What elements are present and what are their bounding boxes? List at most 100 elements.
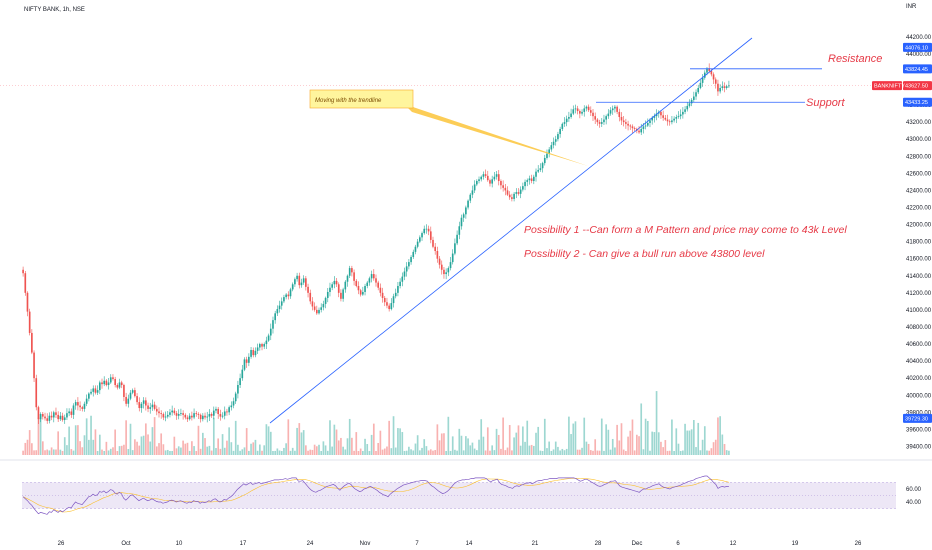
candle-body <box>85 398 88 404</box>
candle-body <box>640 128 643 133</box>
candle-body <box>39 414 42 420</box>
rsi-band <box>22 482 896 509</box>
volume-bar <box>340 437 342 455</box>
candle-body <box>228 407 230 413</box>
price-tick-label: 40000.00 <box>906 393 932 399</box>
volume-bar <box>651 431 654 455</box>
candle-body <box>699 82 702 88</box>
volume-bar <box>252 442 255 455</box>
volume-bar <box>436 424 439 455</box>
volume-bar <box>305 445 307 455</box>
volume-bar <box>475 450 478 455</box>
volume-bar <box>315 446 318 455</box>
candle-body <box>412 251 415 257</box>
volume-bar <box>699 450 702 455</box>
time-tick-label: 7 <box>415 541 419 547</box>
volume-bar <box>682 450 684 455</box>
price-tick-label: 41200.00 <box>906 291 932 297</box>
price-tag <box>903 413 932 423</box>
candle-body <box>668 121 671 123</box>
volume-bar <box>33 450 35 455</box>
volume-bar <box>107 450 110 455</box>
candle-body <box>353 272 355 281</box>
candle-body <box>294 279 296 285</box>
candle-body <box>432 239 434 247</box>
candle-body <box>478 179 480 182</box>
volume-bar <box>70 449 73 455</box>
volume-bar <box>614 447 616 455</box>
volume-bar <box>478 439 480 455</box>
candle-body <box>515 192 518 194</box>
candle-body <box>486 175 489 181</box>
candle-body <box>712 74 715 80</box>
volume-bar <box>48 450 51 455</box>
time-tick-label: 14 <box>466 541 473 547</box>
volume-bar <box>587 443 590 455</box>
price-tag-label: 43824.45 <box>905 67 928 73</box>
volume-bar <box>671 419 673 455</box>
volume-bar <box>269 431 272 455</box>
candle-body <box>497 174 500 182</box>
volume-bar <box>57 431 60 455</box>
candle-body <box>202 415 204 420</box>
volume-bar <box>708 450 711 455</box>
price-tick-label: 44000.00 <box>906 52 932 58</box>
volume-bar <box>526 420 529 455</box>
candle-body <box>651 117 654 121</box>
volume-bar <box>662 447 664 455</box>
volume-bar <box>480 419 483 455</box>
candle-body <box>473 184 476 191</box>
volume-bar <box>677 443 680 455</box>
candle-body <box>197 414 200 415</box>
candle-body <box>125 396 127 404</box>
candle-body <box>383 297 386 303</box>
candle-body <box>92 388 95 392</box>
volume-bar <box>219 448 222 455</box>
candle-body <box>221 415 224 417</box>
volume-bar <box>458 428 461 455</box>
candle-body <box>559 128 561 135</box>
volume-bar <box>668 450 671 455</box>
volume-bar <box>508 425 511 455</box>
rsi-panel: 60.00 40.00 <box>0 459 932 515</box>
candle-body <box>142 400 145 404</box>
price-tick-label: 43000.00 <box>906 137 932 143</box>
candle-body <box>256 347 259 351</box>
volume-bar <box>642 449 645 455</box>
candle-body <box>171 410 173 413</box>
volume-bar <box>686 430 689 455</box>
candle-body <box>524 181 526 187</box>
volume-bar <box>427 450 430 455</box>
candle-body <box>123 385 125 397</box>
volume-bar <box>605 424 607 455</box>
candle-body <box>88 393 90 399</box>
volume-bar <box>298 423 301 455</box>
time-axis[interactable]: 26 Oct 10 17 24 Nov 7 14 21 28 Dec 6 12 19 26 <box>58 541 862 547</box>
volume-bar <box>180 447 182 455</box>
volume-bar <box>335 429 338 455</box>
volume-bar <box>26 439 29 455</box>
volume-bar <box>469 445 472 455</box>
volume-bar <box>712 442 715 455</box>
candle-body <box>276 309 279 314</box>
candle-body <box>649 120 651 123</box>
support-label: Support <box>806 97 845 109</box>
possibility-2-text: Possibility 2 - Can give a bull run abov… <box>524 248 765 260</box>
candle-body <box>695 92 697 97</box>
candle-body <box>611 108 614 111</box>
volume-bar <box>31 443 33 455</box>
volume-bar <box>166 449 169 455</box>
volume-bar <box>609 449 612 455</box>
time-tick-label: 19 <box>792 541 799 547</box>
candle-body <box>603 119 605 123</box>
volume-bar <box>120 445 123 455</box>
volume-bar <box>596 450 599 455</box>
candle-body <box>440 264 443 270</box>
volume-bar <box>636 434 638 455</box>
volume-bar <box>362 450 364 455</box>
volume-bar <box>22 450 24 455</box>
candle-body <box>191 415 193 418</box>
volume-bar <box>600 418 603 455</box>
candle-body <box>57 414 60 420</box>
